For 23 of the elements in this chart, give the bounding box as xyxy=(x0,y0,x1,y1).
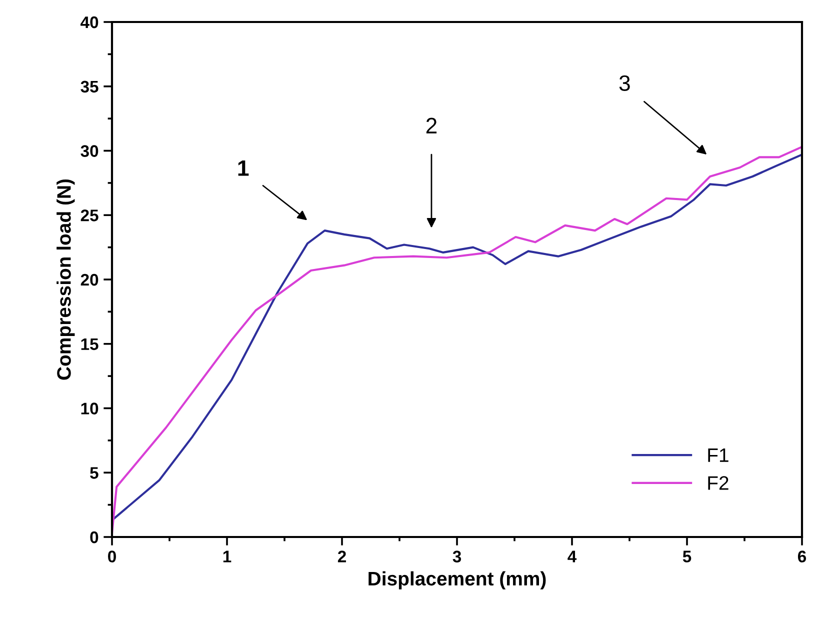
x-tick-label: 1 xyxy=(223,550,232,562)
x-tick-label: 5 xyxy=(682,550,692,562)
annotation: 3 xyxy=(619,75,630,92)
x-tick-label: 3 xyxy=(452,550,462,562)
y-tick-label: 15 xyxy=(81,338,98,350)
y-tick-label: 5 xyxy=(90,467,98,479)
annotation: 1 xyxy=(238,160,249,176)
y-tick-label: 0 xyxy=(90,531,98,544)
y-tick-label: 10 xyxy=(81,402,98,414)
x-tick-label: 4 xyxy=(568,550,577,562)
y-tick-label: 25 xyxy=(80,210,98,222)
x-tick-label: 0 xyxy=(108,550,116,562)
x-tick-label: 6 xyxy=(798,550,806,562)
x-tick-label: 2 xyxy=(338,550,346,562)
annotation: 2 xyxy=(426,118,437,134)
y-tick-label: 35 xyxy=(80,80,98,93)
y-tick-label: 40 xyxy=(80,16,98,28)
y-tick-label: 30 xyxy=(80,145,98,157)
y-tick-label: 20 xyxy=(80,274,98,286)
legend-label: F2 xyxy=(708,476,728,490)
legend-label: F1 xyxy=(708,448,728,462)
x-axis-title: Displacement (mm) xyxy=(368,571,546,590)
y-axis-title: Compression load (N) xyxy=(56,179,75,380)
